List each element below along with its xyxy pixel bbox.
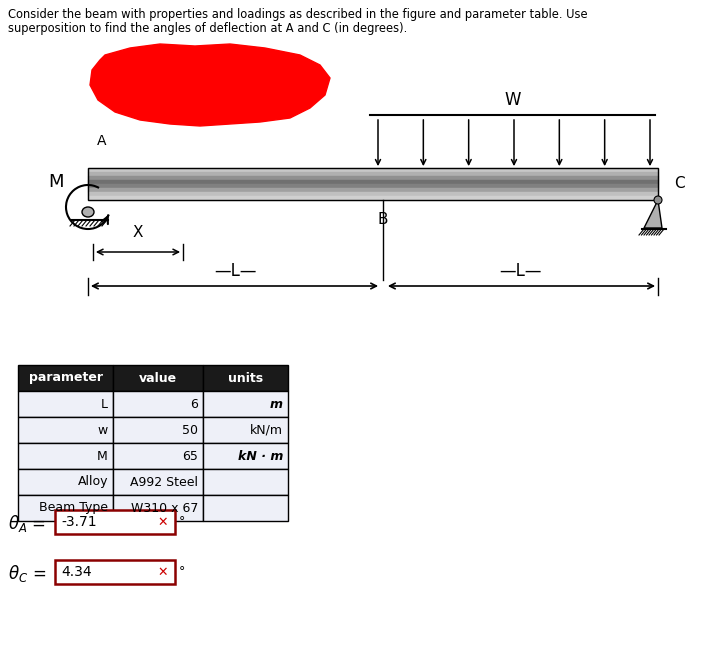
- Text: °: °: [179, 516, 185, 528]
- Bar: [88, 172, 658, 176]
- Bar: [113, 417, 203, 443]
- Bar: [18, 495, 113, 521]
- Bar: [113, 443, 203, 469]
- Text: 50: 50: [182, 424, 198, 437]
- Text: 6: 6: [190, 397, 198, 410]
- Bar: [203, 495, 288, 521]
- Bar: [113, 391, 203, 417]
- Bar: [113, 469, 203, 495]
- Text: parameter: parameter: [28, 371, 103, 384]
- Bar: [88, 196, 658, 200]
- Text: kN/m: kN/m: [250, 424, 283, 437]
- Bar: [88, 192, 658, 196]
- Text: X: X: [133, 225, 143, 240]
- Text: C: C: [674, 176, 684, 191]
- Bar: [203, 391, 288, 417]
- Text: kN · m: kN · m: [238, 450, 283, 463]
- FancyBboxPatch shape: [55, 560, 175, 584]
- Text: L: L: [101, 397, 108, 410]
- Text: ✕: ✕: [158, 565, 168, 579]
- Text: °: °: [179, 565, 185, 579]
- Bar: [88, 184, 658, 188]
- Text: M: M: [97, 450, 108, 463]
- Bar: [18, 417, 113, 443]
- Text: A: A: [97, 134, 107, 148]
- Bar: [18, 391, 113, 417]
- Bar: [113, 365, 203, 391]
- Bar: [88, 176, 658, 180]
- Bar: [203, 469, 288, 495]
- Bar: [203, 417, 288, 443]
- Bar: [88, 180, 658, 184]
- Polygon shape: [644, 200, 662, 228]
- Bar: [113, 495, 203, 521]
- Bar: [88, 168, 658, 200]
- Text: -3.71: -3.71: [61, 515, 96, 529]
- Text: m: m: [270, 397, 283, 410]
- Text: B: B: [378, 212, 388, 227]
- Text: M: M: [49, 173, 64, 191]
- Text: A992 Steel: A992 Steel: [130, 475, 198, 488]
- Text: Alloy: Alloy: [77, 475, 108, 488]
- Bar: [18, 365, 113, 391]
- Bar: [18, 469, 113, 495]
- Text: Consider the beam with properties and loadings as described in the figure and pa: Consider the beam with properties and lo…: [8, 8, 588, 21]
- Bar: [88, 188, 658, 192]
- FancyBboxPatch shape: [55, 510, 175, 534]
- Text: ✕: ✕: [158, 516, 168, 528]
- Text: w: w: [98, 424, 108, 437]
- Bar: [203, 443, 288, 469]
- Ellipse shape: [82, 207, 94, 217]
- Text: W: W: [504, 91, 521, 109]
- Text: superposition to find the angles of deflection at A and C (in degrees).: superposition to find the angles of defl…: [8, 22, 407, 35]
- Text: 65: 65: [182, 450, 198, 463]
- Text: —L—: —L—: [499, 262, 542, 280]
- Text: $\theta_{C}$ =: $\theta_{C}$ =: [8, 563, 46, 583]
- Bar: [18, 443, 113, 469]
- Text: —L—: —L—: [214, 262, 257, 280]
- Text: units: units: [228, 371, 263, 384]
- Text: value: value: [139, 371, 177, 384]
- Text: 4.34: 4.34: [61, 565, 92, 579]
- Text: $\theta_{A}$ =: $\theta_{A}$ =: [8, 512, 46, 534]
- Polygon shape: [90, 44, 330, 126]
- Text: Beam Type: Beam Type: [39, 501, 108, 514]
- Bar: [88, 168, 658, 172]
- Text: W310 x 67: W310 x 67: [131, 501, 198, 514]
- Circle shape: [654, 196, 662, 204]
- Bar: [203, 365, 288, 391]
